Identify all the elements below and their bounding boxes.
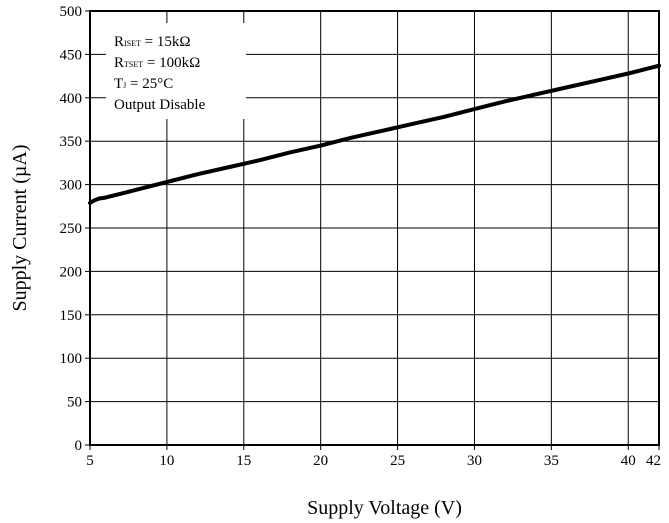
x-tick-label: 25: [390, 453, 405, 469]
x-tick-labels: 5 10 15 20 25 30 35 40 42: [86, 445, 661, 469]
y-tick-label: 500: [60, 4, 83, 20]
condition-note: RISET = 15kΩ: [114, 34, 191, 50]
x-tick-label: 30: [467, 453, 482, 469]
condition-note: RTSET = 100kΩ: [114, 55, 200, 71]
series-line: [88, 63, 661, 205]
x-tick-label: 35: [544, 453, 559, 469]
y-tick-label: 200: [60, 264, 83, 280]
y-tick-label: 250: [60, 221, 83, 237]
x-tick-label: 42: [646, 453, 661, 469]
y-tick-label: 400: [60, 91, 83, 107]
condition-note: Output Disable: [114, 97, 206, 113]
x-tick-label: 15: [236, 453, 251, 469]
y-tick-labels: 0 50 100 150 200 250 300 350 400 450 500: [60, 4, 90, 454]
x-tick-label: 5: [86, 453, 94, 469]
y-tick-label: 50: [67, 395, 82, 411]
y-tick-label: 100: [60, 351, 83, 367]
x-axis-label: Supply Voltage (V): [307, 497, 462, 519]
x-tick-label: 10: [159, 453, 174, 469]
y-tick-label: 150: [60, 308, 83, 324]
y-tick-label: 0: [75, 438, 83, 454]
y-tick-label: 450: [60, 47, 83, 63]
x-tick-label: 20: [313, 453, 328, 469]
conditions-notes: RISET = 15kΩ RTSET = 100kΩ TJ = 25°C Output…: [114, 34, 206, 113]
series-layer: [88, 63, 661, 205]
x-tick-label: 40: [621, 453, 636, 469]
conditions-box: [106, 23, 246, 119]
y-axis-label: Supply Current (µA): [9, 144, 31, 311]
condition-note: TJ = 25°C: [114, 76, 173, 92]
y-tick-label: 300: [60, 178, 83, 194]
y-tick-label: 350: [60, 134, 83, 150]
grid-lines: [90, 11, 659, 445]
